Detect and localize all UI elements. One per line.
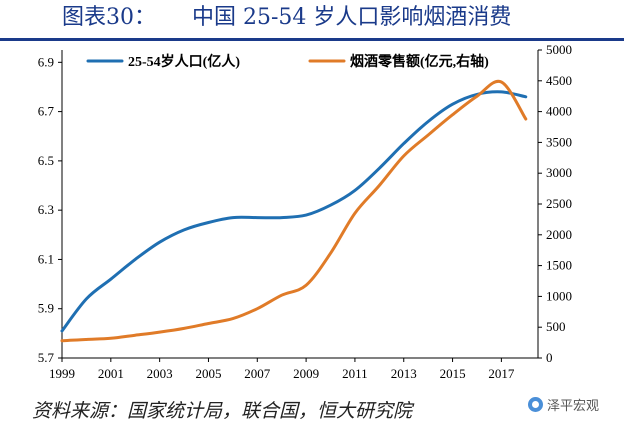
left-tick-label: 6.1 [38, 251, 54, 266]
x-tick-label: 2013 [391, 366, 417, 381]
x-tick-label: 2015 [440, 366, 466, 381]
legend: 25-54岁人口(亿人) 烟酒零售额(亿元,右轴) [86, 53, 489, 70]
left-tick-label: 5.7 [38, 350, 55, 365]
left-tick-label: 6.9 [38, 54, 54, 69]
figure-title: 中国 25-54 岁人口影响烟酒消费 [192, 5, 512, 30]
watermark-text: 泽平宏观 [547, 399, 600, 414]
right-axis-ticks: 0 500 1000 1500 2000 2500 3000 3500 4000 4500 5000 [538, 42, 572, 365]
left-axis-ticks: 5.7 5.9 6.1 6.3 6.5 6.7 6.9 [38, 54, 62, 365]
x-tick-label: 2005 [195, 366, 221, 381]
left-tick-label: 6.7 [38, 104, 55, 119]
x-tick-label: 2003 [147, 366, 173, 381]
figure-title-bar: 图表30： 中国 25-54 岁人口影响烟酒消费 [0, 0, 624, 36]
x-tick-label: 2009 [293, 366, 319, 381]
right-tick-label: 4000 [546, 104, 572, 119]
right-tick-label: 4500 [546, 73, 572, 88]
right-tick-label: 0 [546, 350, 553, 365]
title-rule [0, 38, 624, 41]
watermark-logo-icon [528, 397, 543, 412]
right-tick-label: 2000 [546, 227, 572, 242]
x-axis-ticks: 1999 2001 2003 2005 2007 2009 2011 2013 2015 2017 [49, 358, 515, 381]
x-tick-label: 2001 [98, 366, 124, 381]
legend-item-population-label: 25-54岁人口(亿人) [128, 53, 240, 70]
right-tick-label: 3500 [546, 134, 572, 149]
population-series-line [60, 90, 528, 333]
left-tick-label: 5.9 [38, 301, 54, 316]
right-tick-label: 2500 [546, 196, 572, 211]
watermark: 泽平宏观 [528, 395, 599, 414]
series-lines [60, 79, 528, 343]
legend-item-sales-label: 烟酒零售额(亿元,右轴) [350, 53, 489, 70]
line-chart: 1999 2001 2003 2005 2007 2009 2011 2013 2015 2017… [38, 42, 572, 381]
left-tick-label: 6.5 [38, 153, 54, 168]
x-tick-label: 2007 [244, 366, 271, 381]
tobacco-alcohol-sales-series-line [60, 79, 528, 343]
right-tick-label: 500 [546, 319, 566, 334]
x-tick-label: 2017 [488, 366, 515, 381]
x-tick-label: 1999 [49, 366, 75, 381]
right-tick-label: 3000 [546, 165, 572, 180]
source-note: 资料来源：国家统计局，联合国，恒大研究院 [32, 400, 413, 422]
left-tick-label: 6.3 [38, 202, 54, 217]
figure-label: 图表30： [62, 5, 156, 30]
right-tick-label: 5000 [546, 42, 572, 57]
right-tick-label: 1500 [546, 258, 572, 273]
x-tick-label: 2011 [342, 366, 368, 381]
right-tick-label: 1000 [546, 288, 572, 303]
